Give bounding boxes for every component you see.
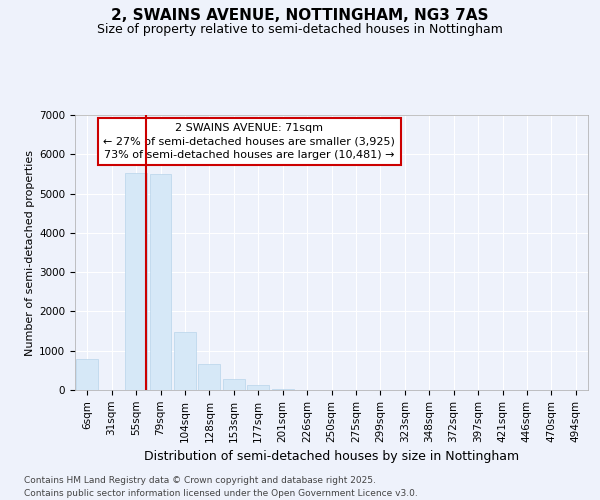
Bar [272,389,293,390]
Bar [149,174,172,390]
Text: 2 SWAINS AVENUE: 71sqm
← 27% of semi-detached houses are smaller (3,925)
73% of : 2 SWAINS AVENUE: 71sqm ← 27% of semi-det… [103,123,395,160]
Bar [199,364,220,390]
Bar [125,173,147,390]
Text: Contains HM Land Registry data © Crown copyright and database right 2025.: Contains HM Land Registry data © Crown c… [24,476,376,485]
Bar [247,386,269,390]
Text: 2, SWAINS AVENUE, NOTTINGHAM, NG3 7AS: 2, SWAINS AVENUE, NOTTINGHAM, NG3 7AS [111,8,489,22]
Text: Size of property relative to semi-detached houses in Nottingham: Size of property relative to semi-detach… [97,22,503,36]
Y-axis label: Number of semi-detached properties: Number of semi-detached properties [25,150,35,356]
Bar [174,332,196,390]
Bar [76,358,98,390]
Text: Contains public sector information licensed under the Open Government Licence v3: Contains public sector information licen… [24,489,418,498]
Bar [223,379,245,390]
X-axis label: Distribution of semi-detached houses by size in Nottingham: Distribution of semi-detached houses by … [144,450,519,463]
